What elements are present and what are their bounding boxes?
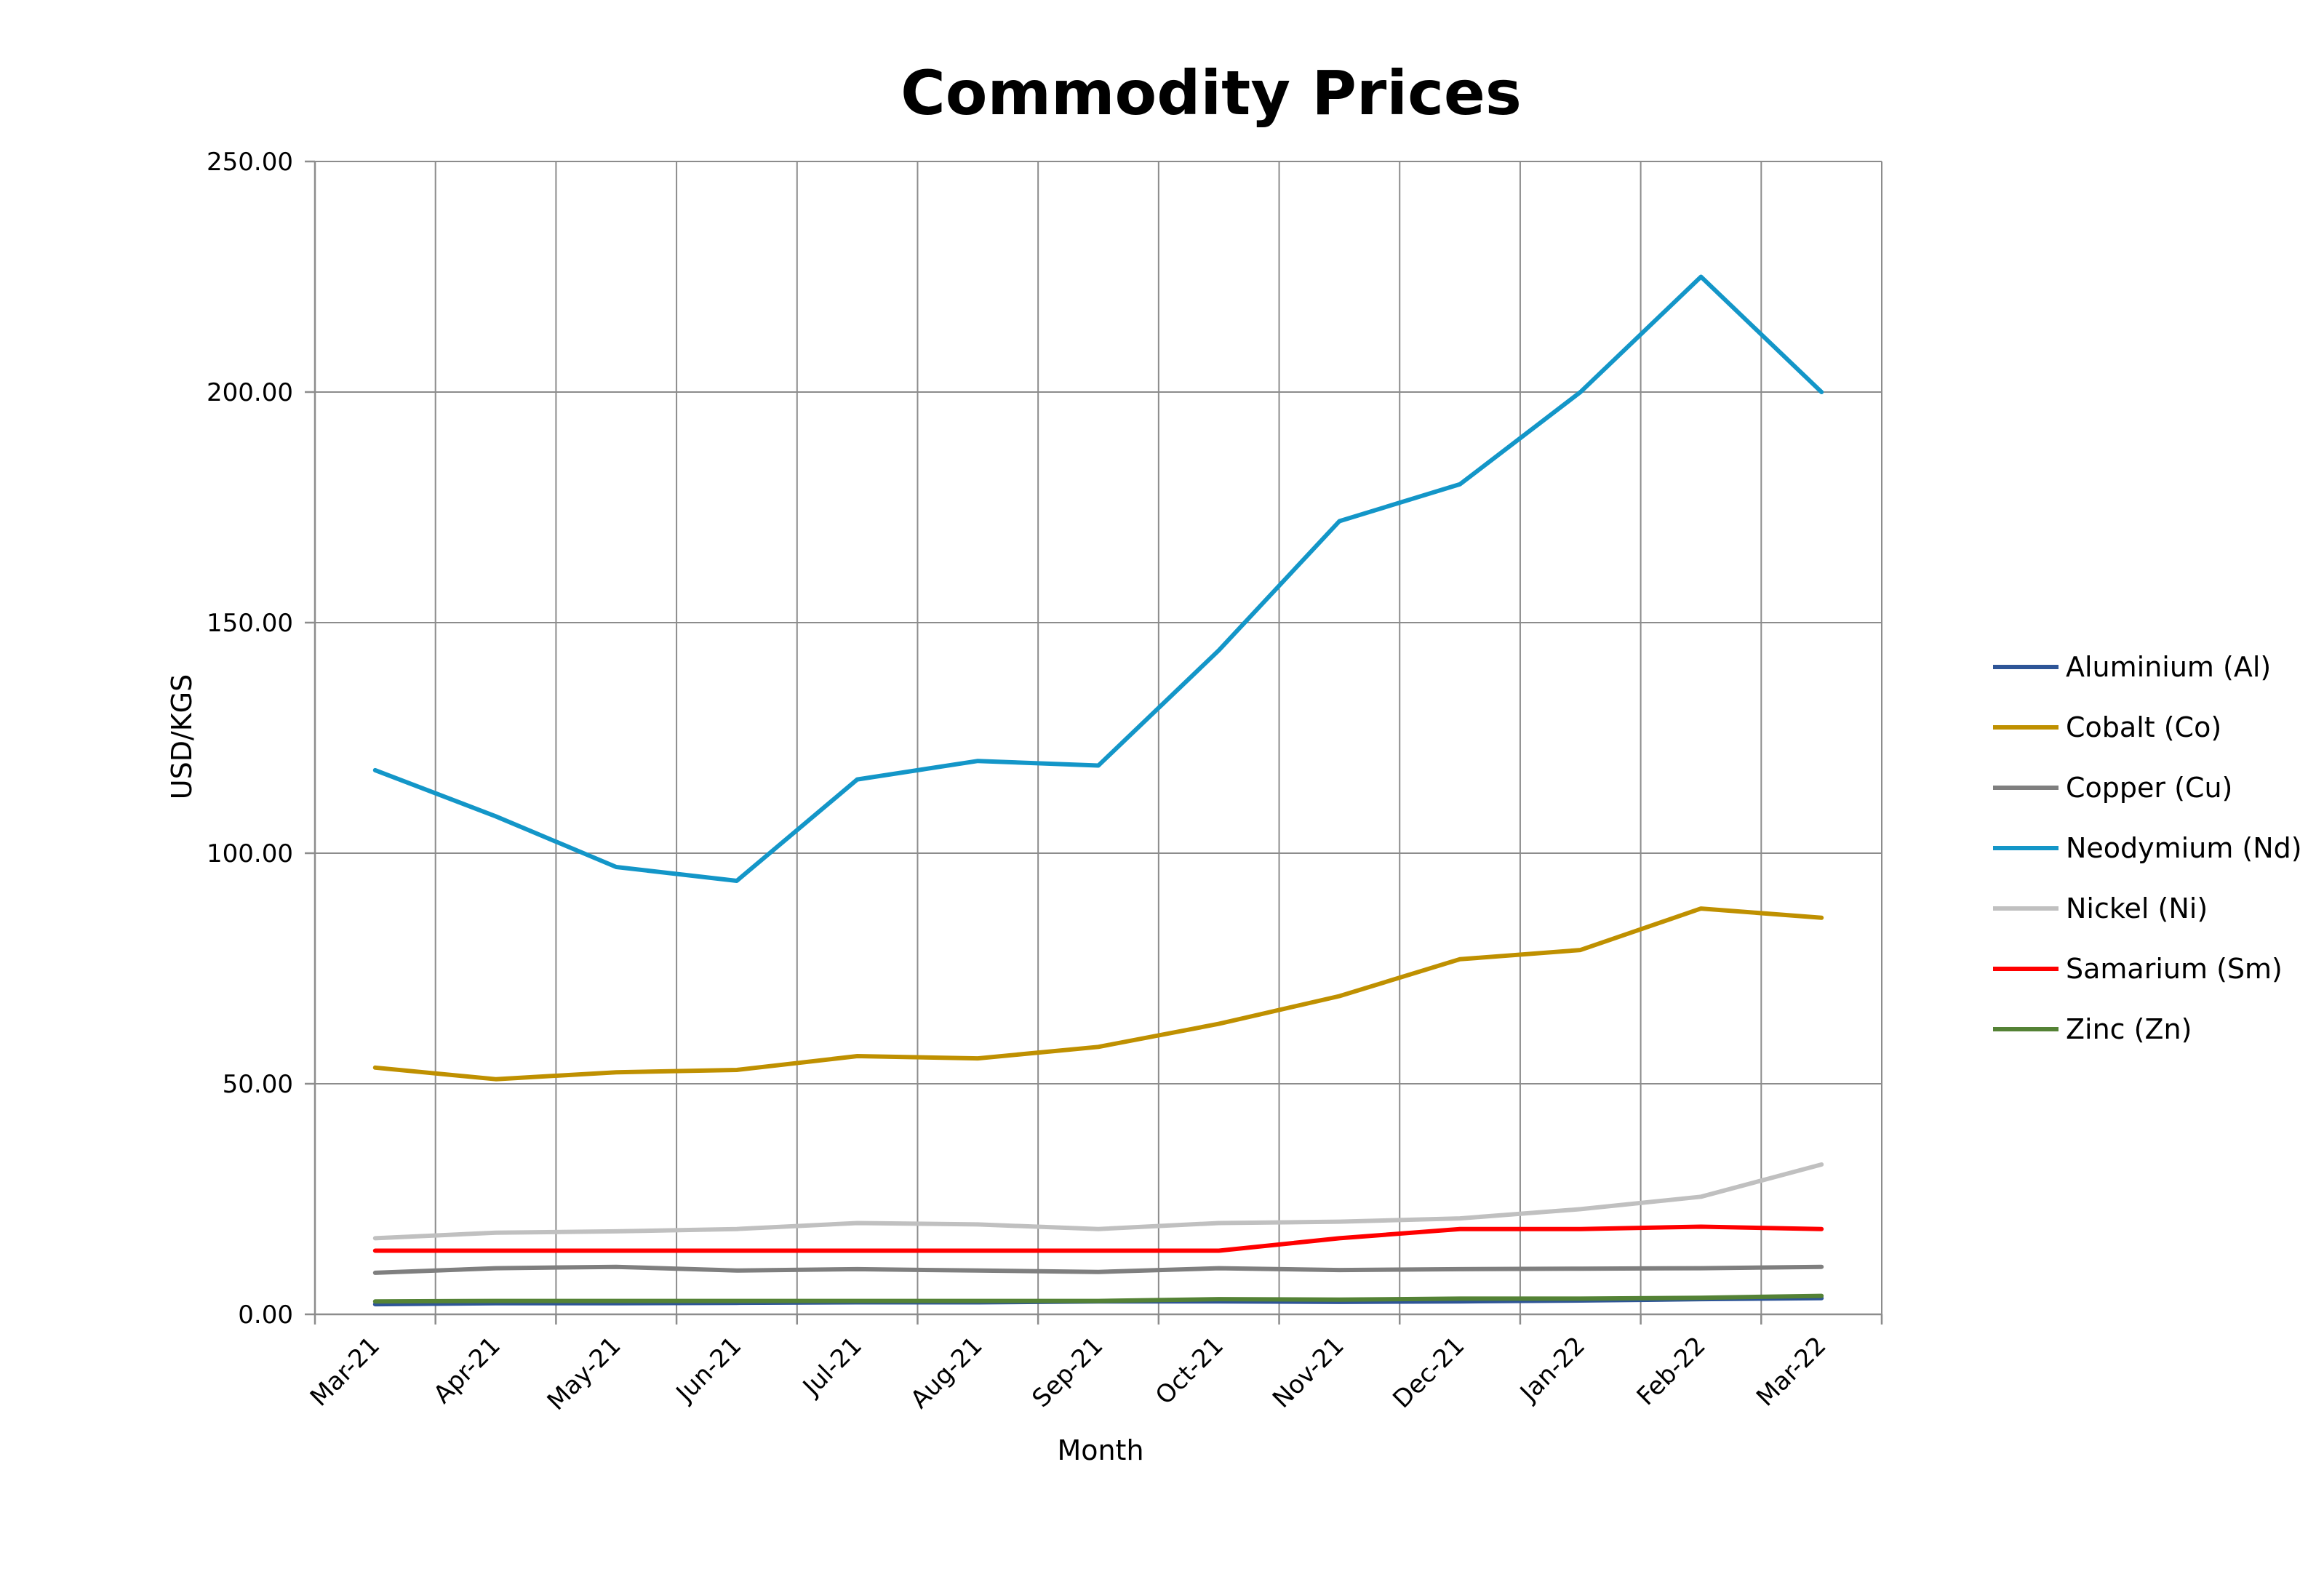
x-tick-label: Mar-22	[1751, 1331, 1832, 1412]
legend-label-samarium-sm: Samarium (Sm)	[2066, 953, 2283, 985]
y-tick-label: 150.00	[207, 609, 293, 638]
series-line-samarium-sm	[372, 1224, 1824, 1253]
y-tick-label: 100.00	[207, 839, 293, 868]
x-tick-label: Jul-21	[796, 1331, 868, 1402]
grid	[315, 161, 1882, 1314]
y-tick-label: 200.00	[207, 378, 293, 407]
x-tick-label: Dec-21	[1387, 1331, 1470, 1414]
y-tick-label: 50.00	[223, 1070, 293, 1099]
x-tick-label: Mar-21	[305, 1331, 386, 1412]
y-tick-label: 0.00	[238, 1301, 293, 1330]
axes	[305, 160, 1883, 1325]
x-tick-label: Apr-21	[428, 1331, 506, 1410]
x-tick-label: Jun-21	[670, 1331, 748, 1409]
x-tick-label: Sep-21	[1026, 1331, 1109, 1413]
legend-label-aluminium-al: Aluminium (Al)	[2066, 651, 2271, 683]
series-line-cobalt-co	[372, 906, 1824, 1082]
y-tick-labels: 0.00 50.00 100.00 150.00 200.00 250.00	[207, 148, 293, 1330]
chart-title: Commodity Prices	[901, 57, 1522, 129]
x-tick-label: May-21	[542, 1331, 627, 1416]
x-tick-label: Nov-21	[1267, 1331, 1350, 1414]
series-lines	[372, 274, 1824, 1307]
legend: Aluminium (Al) Cobalt (Co) Copper (Cu) Neod…	[1993, 651, 2302, 1045]
series-line-copper-cu	[372, 1264, 1824, 1275]
legend-label-zinc-zn: Zinc (Zn)	[2066, 1013, 2192, 1045]
series-line-neodymium-nd	[372, 274, 1824, 883]
series-line-nickel-ni	[372, 1162, 1824, 1241]
x-tick-label: Oct-21	[1150, 1331, 1229, 1410]
legend-label-copper-cu: Copper (Cu)	[2066, 772, 2232, 804]
x-tick-label: Feb-22	[1632, 1331, 1712, 1411]
y-axis-title: USD/KGS	[166, 674, 198, 799]
x-tick-label: Jan-22	[1514, 1331, 1591, 1408]
legend-label-neodymium-nd: Neodymium (Nd)	[2066, 832, 2302, 864]
legend-label-cobalt-co: Cobalt (Co)	[2066, 711, 2221, 743]
x-tick-labels: Mar-21 Apr-21 May-21 Jun-21 Jul-21 Aug-21 Sep-…	[305, 1331, 1832, 1416]
y-tick-label: 250.00	[207, 148, 293, 177]
x-tick-label: Aug-21	[905, 1331, 988, 1414]
x-axis-title: Month	[1057, 1434, 1143, 1466]
legend-label-nickel-ni: Nickel (Ni)	[2066, 892, 2208, 924]
series-line-zinc-zn	[372, 1293, 1824, 1304]
